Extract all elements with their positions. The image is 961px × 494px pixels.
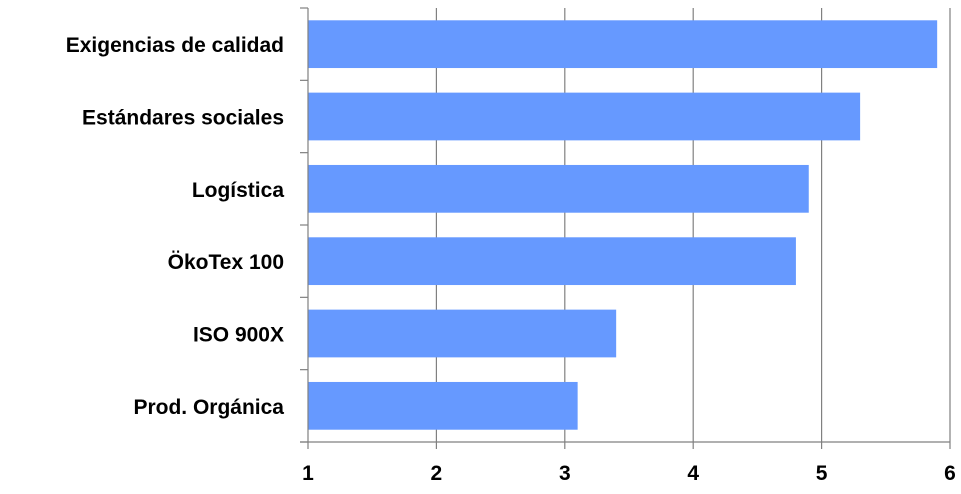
axes [300, 7, 951, 449]
bar-1 [308, 20, 938, 69]
bar-6 [308, 381, 578, 430]
category-label-5: ISO 900X [193, 324, 284, 347]
category-label-4: ÖkoTex 100 [168, 251, 284, 274]
category-label-6: Prod. Orgánica [133, 396, 284, 419]
grid-lines [435, 8, 951, 442]
x-tick-label-6: 6 [944, 462, 956, 485]
bar-4 [308, 237, 796, 286]
category-label-1: Exigencias de calidad [66, 34, 284, 57]
x-tick-label-5: 5 [816, 462, 828, 485]
bar-3 [308, 164, 809, 213]
labels: Exigencias de calidad Estándares sociales… [66, 34, 956, 485]
bar-5 [308, 309, 617, 358]
category-label-2: Estándares sociales [82, 107, 284, 130]
category-label-3: Logística [192, 179, 285, 202]
x-tick-label-2: 2 [431, 462, 443, 485]
x-tick-label-3: 3 [559, 462, 571, 485]
x-tick-label-1: 1 [302, 462, 314, 485]
x-tick-label-4: 4 [687, 462, 699, 485]
bar-2 [308, 92, 861, 141]
bars [308, 20, 938, 430]
